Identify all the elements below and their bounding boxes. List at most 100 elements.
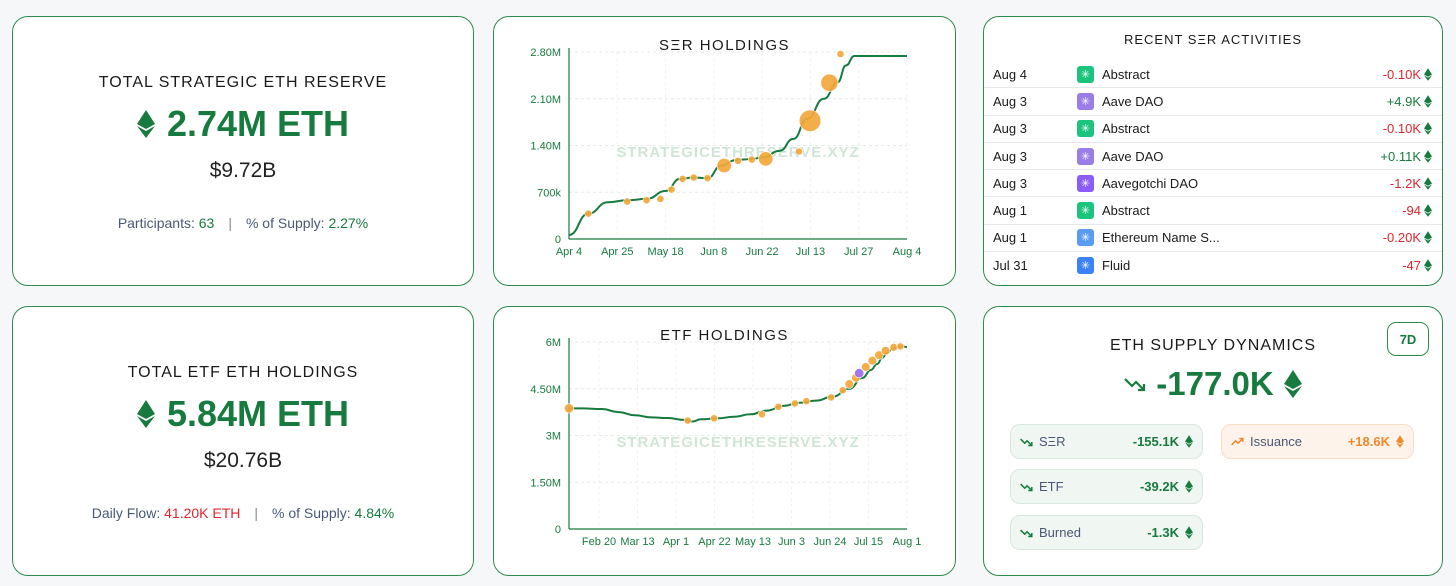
trend-down-icon (1020, 529, 1033, 537)
x-tick-label: Apr 25 (601, 246, 633, 258)
x-tick-label: Jun 8 (700, 246, 727, 258)
divider: | (254, 505, 259, 521)
aave-logo: ✳ (1077, 92, 1094, 110)
issuance-label: Issuance (1250, 434, 1303, 449)
etf-usd: $20.76B (203, 449, 283, 472)
activity-row[interactable]: Aug 3 ✳ Aave DAO +4.9K (984, 88, 1442, 116)
reserve-usd: $9.72B (209, 159, 277, 182)
reserve-value-text: 2.74M ETH (166, 103, 350, 144)
x-tick-label: Apr 1 (663, 536, 689, 548)
data-marker (683, 416, 692, 425)
supply-label: % of Supply: (272, 505, 351, 521)
y-tick-label: 1.40M (530, 141, 561, 153)
eth-icon (1424, 259, 1432, 272)
data-marker (798, 109, 822, 132)
card-title: TOTAL STRATEGIC ETH RESERVE (98, 74, 388, 91)
etf-holdings-chart-card: ETF HOLDINGS 0 1.50M 3M 4.50M 6M Feb 20 Mar 13… (493, 306, 956, 576)
ser-flow-pill: SΞR -155.1K (1010, 424, 1203, 459)
data-marker (790, 399, 799, 408)
issuance-pill: Issuance +18.6K (1221, 424, 1414, 459)
activity-row[interactable]: Aug 4 ✳ Abstract -0.10K (984, 61, 1442, 89)
eth-icon (1424, 177, 1432, 190)
activity-amount: -47 (1402, 258, 1421, 274)
data-marker (795, 147, 803, 156)
x-tick-label: Jul 13 (796, 246, 825, 258)
x-tick-label: Apr 22 (698, 536, 730, 548)
data-marker (667, 185, 676, 194)
series-line (569, 345, 908, 423)
etf-value: 5.84M ETH (13, 393, 473, 435)
data-marker (710, 414, 718, 423)
burned-label: Burned (1039, 525, 1081, 540)
activity-row[interactable]: Aug 3 ✳ Aave DAO +0.11K (984, 143, 1442, 171)
etf-holdings-chart: 0 1.50M 3M 4.50M 6M Feb 20 Mar 13 Apr 1 Apr 22 Ma… (530, 337, 921, 548)
activity-name: Abstract (1102, 203, 1150, 219)
activity-amount: -0.20K (1382, 230, 1421, 246)
etf-flow-pill: ETF -39.2K (1010, 469, 1203, 504)
data-marker (623, 197, 632, 206)
activity-date: Aug 3 (993, 148, 1027, 164)
activity-date: Aug 3 (993, 93, 1027, 109)
burned-value: -1.3K (1147, 525, 1179, 540)
ser-value: -155.1K (1132, 434, 1179, 449)
y-tick-label: 6M (546, 337, 561, 349)
ser-label: SΞR (1039, 434, 1066, 449)
issuance-value: +18.6K (1347, 434, 1390, 449)
etf-value: -39.2K (1139, 479, 1179, 494)
activity-date: Aug 4 (993, 66, 1027, 82)
data-marker (734, 156, 742, 165)
fluid-logo: ✳ (1077, 257, 1094, 275)
data-marker (867, 356, 877, 366)
y-tick-label: 1.50M (530, 477, 561, 489)
card-title: TOTAL ETF ETH HOLDINGS (127, 364, 359, 381)
y-tick-label: 700k (537, 187, 561, 199)
data-marker (838, 386, 847, 395)
supply-value: -177.0K (984, 365, 1442, 403)
aave-logo: ✳ (1077, 147, 1094, 165)
activity-name: Aavegotchi DAO (1102, 175, 1199, 191)
data-marker (844, 379, 854, 389)
data-marker (880, 346, 891, 356)
watermark-text: STRATEGICETHRESERVE.XYZ (616, 434, 859, 451)
aavegotchi-logo: ✳ (1077, 174, 1094, 192)
x-tick-label: Mar 13 (620, 536, 654, 548)
chart-title: SΞR HOLDINGS (658, 37, 791, 54)
data-marker (827, 393, 836, 402)
data-marker (774, 402, 783, 411)
data-marker (689, 173, 698, 182)
data-marker (656, 195, 665, 203)
data-marker (758, 151, 774, 167)
activity-row[interactable]: Aug 3 ✳ Aavegotchi DAO -1.2K (984, 170, 1442, 198)
data-marker (836, 50, 845, 58)
eth-icon (1424, 204, 1432, 217)
x-tick-label: Feb 20 (582, 536, 616, 548)
activity-row[interactable]: Aug 1 ✳ Abstract -94 (984, 197, 1442, 225)
eth-icon (1424, 95, 1432, 108)
activities-title: RECENT SΞR ACTIVITIES (1123, 32, 1302, 47)
x-tick-label: May 18 (648, 246, 684, 258)
ser-holdings-chart: 0 700k 1.40M 2.10M 2.80M Apr 4 Apr 25 May 18 Jun… (530, 47, 922, 258)
activity-row[interactable]: Jul 31 ✳ Fluid -47 (984, 252, 1442, 279)
activity-name: Aave DAO (1102, 148, 1164, 164)
activity-date: Jul 31 (993, 258, 1028, 274)
activity-amount: -0.10K (1382, 66, 1421, 82)
activity-amount: -94 (1402, 203, 1421, 219)
data-marker (874, 350, 884, 360)
data-marker (758, 410, 766, 419)
y-tick-label: 0 (555, 524, 561, 536)
trend-up-icon (1231, 437, 1244, 445)
activity-amount: +4.9K (1386, 93, 1421, 109)
data-marker (703, 174, 712, 183)
period-button[interactable]: 7D (1387, 322, 1429, 356)
x-tick-label: Jun 22 (746, 246, 779, 258)
activity-date: Aug 1 (993, 203, 1027, 219)
activity-date: Aug 3 (993, 175, 1027, 191)
activity-row[interactable]: Aug 3 ✳ Abstract -0.10K (984, 116, 1442, 143)
abstract-logo: ✳ (1077, 120, 1094, 138)
ens-logo: ✳ (1077, 229, 1094, 247)
activity-row[interactable]: Aug 1 ✳ Ethereum Name S... -0.20K (984, 225, 1442, 253)
flow-label: Daily Flow: (91, 505, 161, 521)
data-marker (584, 209, 593, 218)
x-tick-label: Aug 4 (893, 246, 922, 258)
flow-value: 41.20K ETH (164, 505, 241, 521)
